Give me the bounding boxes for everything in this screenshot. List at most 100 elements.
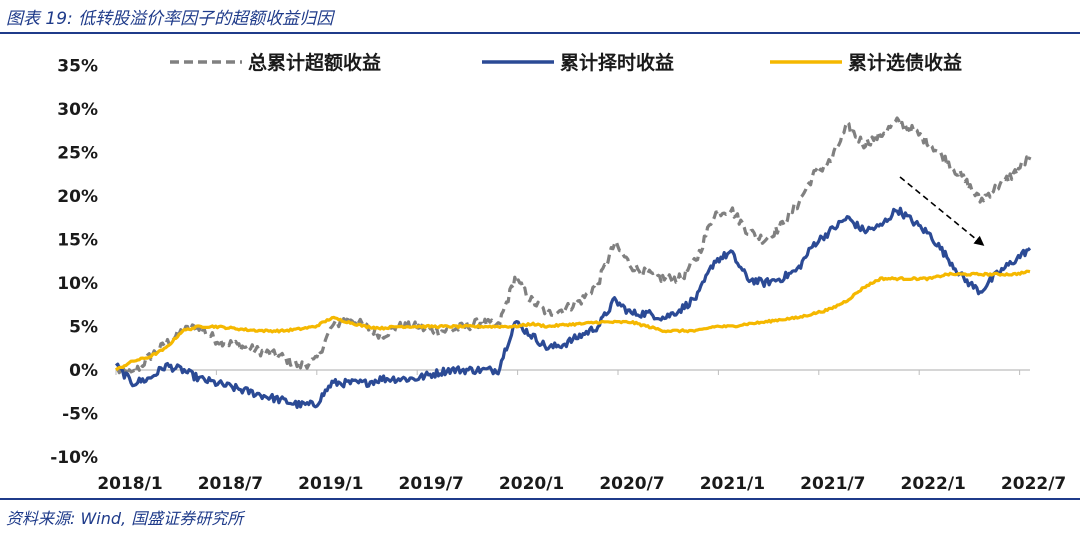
series-point — [713, 325, 716, 328]
series-point — [247, 390, 250, 393]
y-tick-label: 0% — [69, 361, 98, 381]
series-point — [846, 125, 849, 128]
series-point — [1012, 173, 1015, 176]
series-line-1 — [115, 116, 1032, 378]
y-tick-label: 25% — [57, 144, 98, 164]
series-point — [430, 373, 433, 376]
series-point — [547, 347, 550, 350]
series-point — [680, 277, 683, 280]
series-point — [414, 377, 417, 380]
y-tick-label: -10% — [50, 448, 98, 468]
series-point — [131, 360, 134, 363]
series-point — [580, 334, 583, 337]
series-point — [613, 242, 616, 245]
series-point — [463, 369, 466, 372]
y-tick-label: 15% — [57, 231, 98, 251]
series-point — [962, 277, 965, 280]
series-point — [779, 277, 782, 280]
series-point — [115, 369, 118, 372]
series-point — [862, 229, 865, 232]
series-point — [347, 382, 350, 385]
series-point — [331, 316, 334, 319]
series-point — [497, 369, 500, 372]
series-point — [580, 322, 583, 325]
series-point — [380, 377, 383, 380]
series-point — [796, 316, 799, 319]
series-point — [281, 329, 284, 332]
series-point — [945, 273, 948, 276]
series-point — [430, 329, 433, 332]
x-tick-label: 2020/7 — [599, 474, 664, 494]
series-point — [164, 347, 167, 350]
series-point — [563, 342, 566, 345]
series-point — [247, 347, 250, 350]
series-point — [862, 286, 865, 289]
series-point — [812, 312, 815, 315]
series-point — [297, 328, 300, 331]
series-point — [995, 273, 998, 276]
series-point — [763, 282, 766, 285]
series-point — [397, 325, 400, 328]
series-point — [630, 321, 633, 324]
series-point — [530, 334, 533, 337]
series-point — [530, 299, 533, 302]
series-point — [596, 325, 599, 328]
series-point — [563, 323, 566, 326]
x-tick-label: 2018/7 — [198, 474, 263, 494]
x-tick-label: 2022/7 — [1001, 474, 1066, 494]
series-point — [713, 212, 716, 215]
source-note: 资料来源: Wind, 国盛证券研究所 — [6, 509, 244, 528]
series-point — [214, 325, 217, 328]
x-tick-label: 2019/7 — [399, 474, 464, 494]
y-tick-label: 5% — [69, 318, 98, 338]
legend: 总累计超额收益 累计择时收益 累计选债收益 — [170, 51, 962, 74]
series-point — [613, 299, 616, 302]
series-point — [995, 186, 998, 189]
series-point — [148, 355, 151, 358]
series-point — [331, 325, 334, 328]
series-point — [364, 325, 367, 328]
series-point — [829, 308, 832, 311]
legend-label: 累计选债收益 — [848, 51, 962, 74]
series-point — [879, 277, 882, 280]
series-point — [480, 321, 483, 324]
series-point — [347, 316, 350, 319]
series-point — [763, 321, 766, 324]
series-point — [164, 364, 167, 367]
series-point — [430, 325, 433, 328]
series-point — [912, 277, 915, 280]
series-point — [447, 329, 450, 332]
series-point — [297, 403, 300, 406]
series-point — [347, 321, 350, 324]
series-point — [812, 242, 815, 245]
series-point — [1012, 273, 1015, 276]
series-point — [812, 173, 815, 176]
series-point — [198, 325, 201, 328]
series-point — [115, 364, 118, 367]
series-point — [846, 216, 849, 219]
series-point — [796, 268, 799, 271]
series-point — [148, 377, 151, 380]
series-point — [314, 360, 317, 363]
series-point — [1029, 247, 1032, 250]
x-tick-label: 2020/1 — [499, 474, 564, 494]
series-point — [646, 273, 649, 276]
series-point — [746, 322, 749, 325]
series-point — [281, 355, 284, 358]
series-point — [663, 277, 666, 280]
series-point — [198, 377, 201, 380]
series-point — [447, 369, 450, 372]
series-point — [331, 382, 334, 385]
series-point — [746, 229, 749, 232]
series-point — [463, 325, 466, 328]
trend-arrow — [899, 176, 985, 246]
series-point — [547, 325, 550, 328]
series-point — [380, 334, 383, 337]
title-divider — [0, 32, 1080, 34]
series-point — [364, 382, 367, 385]
y-tick-label: 35% — [57, 57, 98, 77]
legend-label: 总累计超额收益 — [248, 51, 381, 74]
series-point — [314, 403, 317, 406]
series-point — [962, 177, 965, 180]
